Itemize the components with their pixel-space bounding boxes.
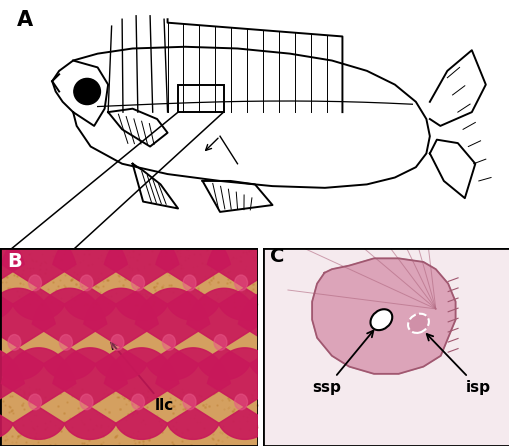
Polygon shape (2, 229, 76, 320)
Text: C: C (270, 247, 284, 266)
Ellipse shape (214, 334, 227, 350)
Ellipse shape (407, 314, 428, 333)
Text: isp: isp (426, 334, 490, 395)
Ellipse shape (265, 334, 278, 350)
Ellipse shape (29, 275, 41, 291)
Polygon shape (186, 288, 261, 380)
Ellipse shape (234, 275, 247, 291)
Circle shape (74, 78, 100, 104)
Ellipse shape (370, 309, 391, 330)
Polygon shape (0, 288, 55, 380)
Ellipse shape (183, 275, 195, 291)
Polygon shape (2, 348, 76, 439)
Ellipse shape (111, 334, 124, 350)
Ellipse shape (131, 394, 144, 410)
Text: A: A (17, 10, 33, 30)
Polygon shape (32, 288, 106, 380)
Polygon shape (312, 258, 455, 374)
Polygon shape (156, 348, 230, 439)
Ellipse shape (234, 394, 247, 410)
Ellipse shape (162, 334, 175, 350)
Ellipse shape (8, 334, 21, 350)
Text: B: B (8, 252, 22, 271)
Bar (178, 85, 223, 112)
Polygon shape (156, 229, 230, 320)
Ellipse shape (80, 394, 93, 410)
Polygon shape (53, 348, 127, 439)
Ellipse shape (183, 394, 195, 410)
Ellipse shape (80, 275, 93, 291)
Ellipse shape (29, 394, 41, 410)
Ellipse shape (60, 334, 72, 350)
Polygon shape (207, 229, 281, 320)
Ellipse shape (131, 275, 144, 291)
Polygon shape (83, 288, 158, 380)
Text: llc: llc (111, 343, 174, 413)
Polygon shape (104, 229, 179, 320)
Polygon shape (0, 348, 24, 439)
Polygon shape (104, 348, 179, 439)
Polygon shape (0, 229, 24, 320)
Polygon shape (53, 229, 127, 320)
Polygon shape (135, 288, 209, 380)
Polygon shape (238, 288, 312, 380)
Polygon shape (207, 348, 281, 439)
Text: ssp: ssp (312, 330, 373, 395)
